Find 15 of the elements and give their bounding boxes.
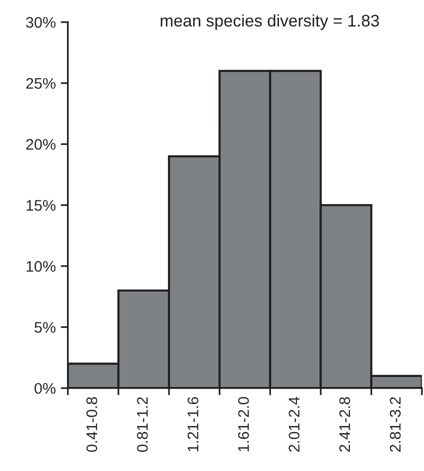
x-tick-label: 0.81-1.2 bbox=[136, 397, 148, 452]
y-tick-label: 30% bbox=[26, 17, 56, 28]
y-tick-label: 15% bbox=[26, 200, 56, 211]
x-tick-label: 0.41-0.8 bbox=[86, 397, 98, 452]
x-tick-label: 1.21-1.6 bbox=[188, 397, 198, 452]
x-tick-label: 2.01-2.4 bbox=[288, 396, 300, 452]
y-tick-label: 25% bbox=[26, 78, 56, 89]
annotation: mean species diversity = 1.83 bbox=[160, 14, 379, 30]
x-tick-label: 1.61-2.0 bbox=[238, 397, 249, 452]
y-tick-label: 10% bbox=[26, 260, 56, 272]
y-tick-label: 5% bbox=[34, 322, 56, 333]
y-tick-label: 20% bbox=[26, 138, 56, 150]
x-tick-label: 2.41-2.8 bbox=[339, 397, 350, 452]
y-tick-label: 0% bbox=[34, 382, 56, 394]
x-tick-label: 2.81-3.2 bbox=[390, 397, 401, 452]
